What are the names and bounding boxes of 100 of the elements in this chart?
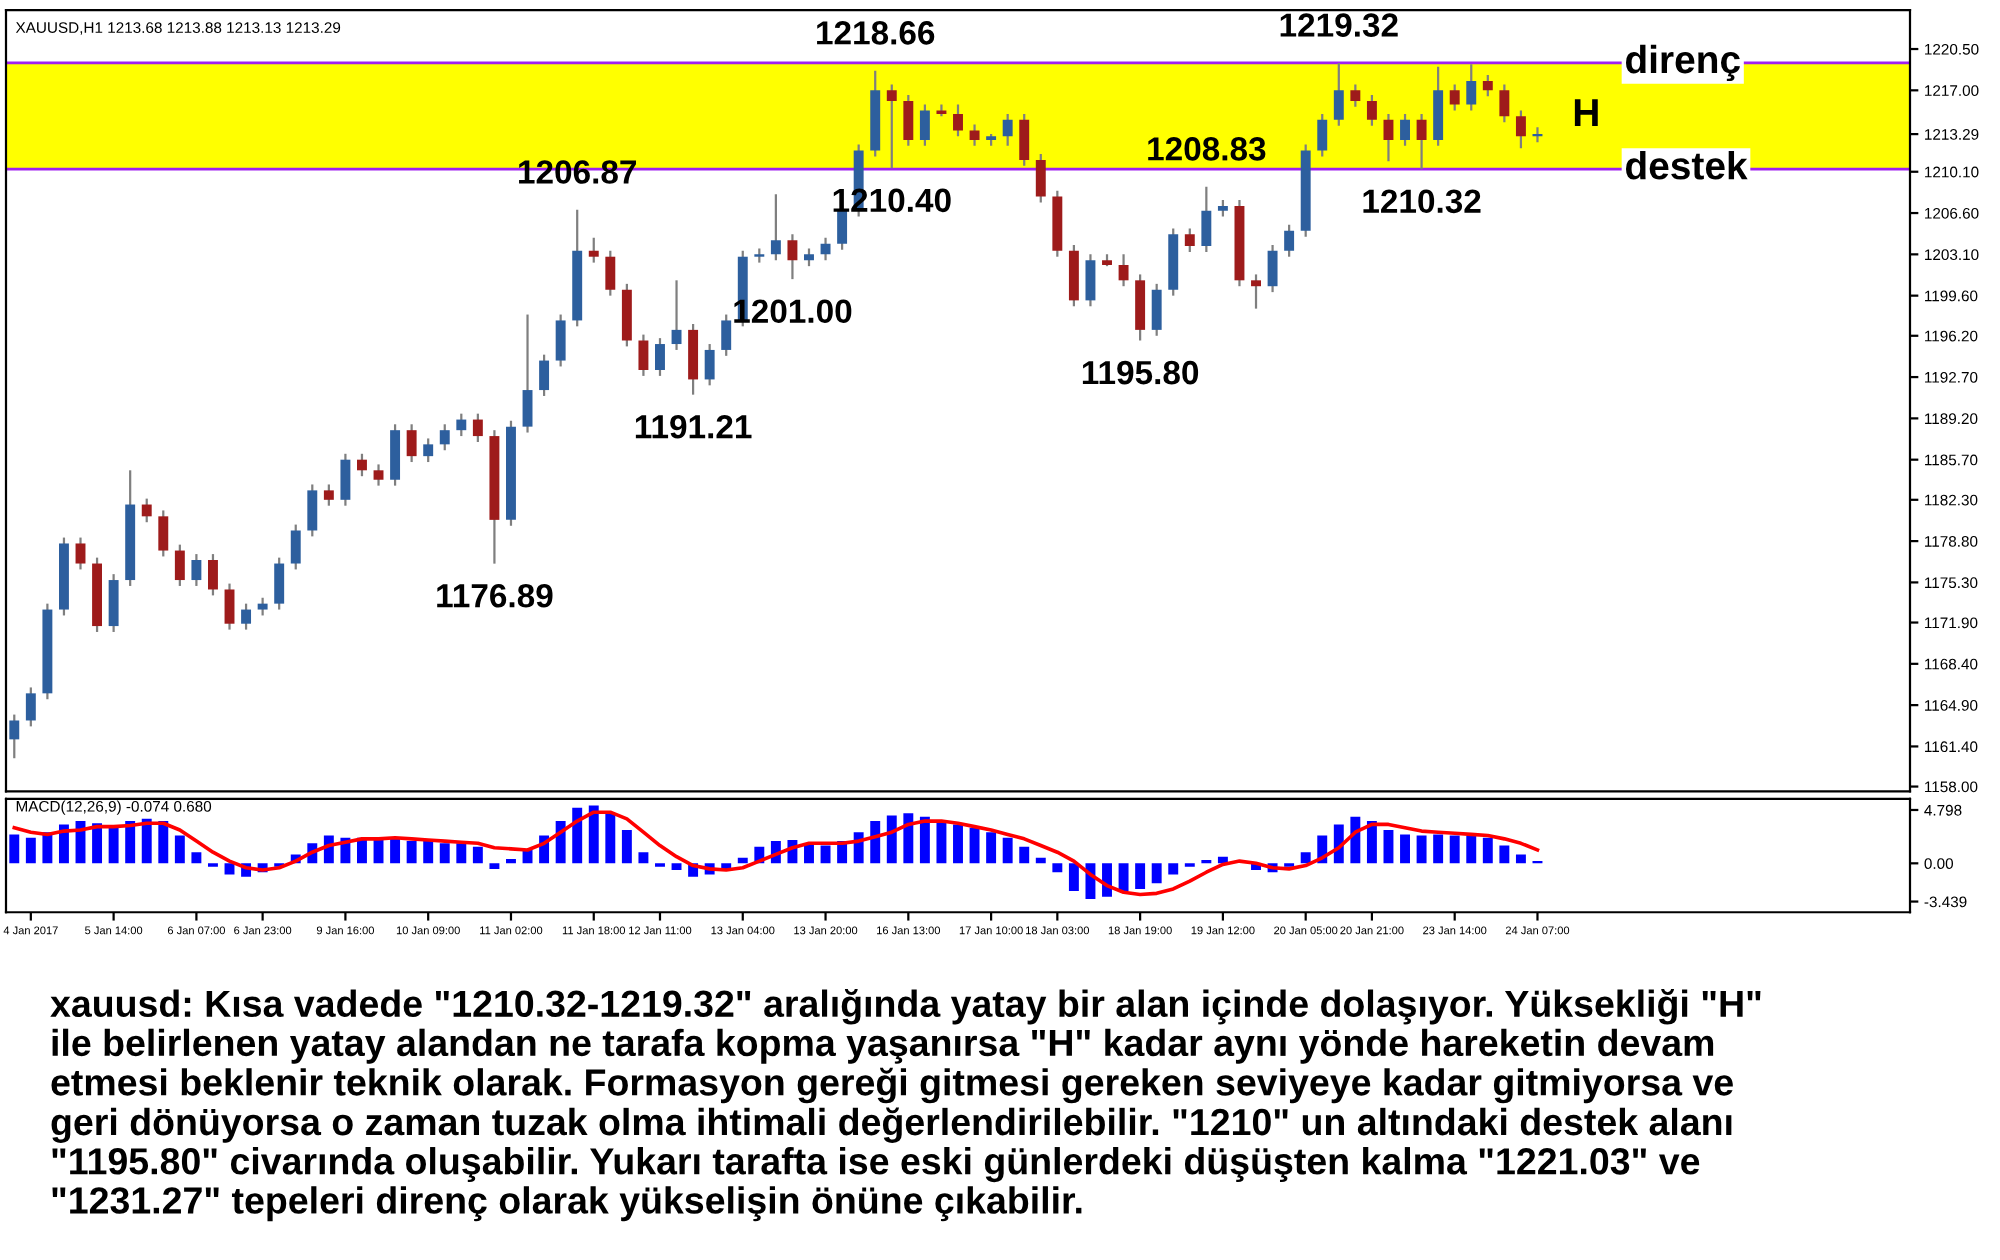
candlestick xyxy=(1284,223,1295,258)
bar xyxy=(1135,863,1146,889)
annotation: 1210.32 xyxy=(1363,189,1481,214)
candlestick xyxy=(555,313,566,368)
candlestick xyxy=(1151,282,1162,337)
annotation: 1195.80 xyxy=(1082,360,1199,385)
candlestick xyxy=(1499,83,1510,124)
bar xyxy=(141,818,152,864)
bar xyxy=(870,821,881,864)
bar xyxy=(158,821,169,864)
candlestick xyxy=(770,193,781,262)
annotation: 1176.89 xyxy=(437,583,553,608)
candlestick xyxy=(969,123,980,147)
candlestick xyxy=(423,437,434,464)
bar xyxy=(174,835,185,864)
candlestick xyxy=(25,686,36,728)
bar xyxy=(1035,857,1046,864)
bar xyxy=(1433,834,1444,864)
bar xyxy=(986,832,997,864)
bar xyxy=(1151,863,1162,884)
bar xyxy=(1019,846,1030,864)
candlestick xyxy=(75,536,86,571)
candlestick xyxy=(1449,83,1460,112)
bar xyxy=(1118,863,1129,892)
candlestick xyxy=(1019,112,1030,167)
candlestick xyxy=(1466,63,1477,112)
candlestick xyxy=(439,423,450,452)
bar xyxy=(919,816,930,864)
candlestick xyxy=(1416,112,1427,171)
bar xyxy=(472,846,483,864)
annotation: 1219.32 xyxy=(1280,13,1398,37)
candlestick xyxy=(721,313,732,357)
bar xyxy=(25,837,36,864)
candlestick xyxy=(704,342,715,387)
bar xyxy=(456,843,467,864)
bar xyxy=(506,858,516,864)
bar xyxy=(621,829,632,864)
candlestick xyxy=(1184,227,1195,254)
candlestick xyxy=(953,103,963,138)
bar xyxy=(936,821,947,864)
text: xauusd: Kısa vadede "1210.32-1219.32" aralığında yatay bir alan içinde dolaşıyor. Yüksekliği "H" ile belirlenen yatay alandan ne tarafa kopma yaşanırsa "H" kadar aynı yönde hareketin devam etmesi beklenir teknik olarak. Formasyon gereği gitmesi gereken seviyeye kadar gitmiyorsa ve geri dönüyorsa o zaman tuzak olma ihtimali değerlendirilebilir. "1210" un altındaki destek alanı "1195.80" civarında oluşabilir. Yukarı tarafta ise eski günlerdeki düşüşten kalma "1221.03" ve "1231.27" tepeleri direnç olarak yükselişin önüne çıkabilir. xyxy=(50,989,1761,1222)
bar xyxy=(1300,852,1311,864)
candlestick xyxy=(1002,112,1013,147)
candlestick xyxy=(903,93,914,147)
candlestick xyxy=(1085,253,1096,308)
bar xyxy=(439,843,450,864)
bar xyxy=(1449,835,1460,864)
candlestick xyxy=(108,573,119,634)
candlestick xyxy=(191,552,202,588)
bar xyxy=(1466,835,1477,864)
bar xyxy=(1416,835,1427,864)
bar xyxy=(572,807,583,864)
annotation: 1191.21 xyxy=(635,414,752,439)
bar xyxy=(390,837,401,864)
bar xyxy=(886,815,897,864)
bar xyxy=(588,805,599,864)
candlestick xyxy=(936,103,947,118)
annotation: 1208.83 xyxy=(1148,137,1266,161)
bar xyxy=(58,824,69,864)
bar xyxy=(1366,821,1377,864)
band-label: H xyxy=(1574,99,1598,127)
candlestick xyxy=(472,412,483,444)
candlestick xyxy=(1035,152,1046,204)
bar xyxy=(737,857,748,864)
bar xyxy=(92,823,103,864)
candlestick xyxy=(787,233,798,281)
candlestick xyxy=(406,423,417,464)
bar xyxy=(1515,854,1526,864)
candlestick xyxy=(588,236,599,264)
candlestick xyxy=(1118,253,1129,288)
candlestick xyxy=(174,543,185,588)
candlestick xyxy=(1383,112,1394,163)
annotation: 1218.66 xyxy=(817,21,935,45)
candlestick xyxy=(1350,83,1361,108)
candlestick xyxy=(456,412,467,438)
bar xyxy=(9,834,20,864)
ref-line-label: direnç xyxy=(1626,44,1740,82)
bar xyxy=(1068,863,1079,892)
bar xyxy=(1052,863,1063,873)
bar xyxy=(125,821,136,864)
candlestick xyxy=(671,279,682,352)
bar xyxy=(953,824,963,864)
candlestick xyxy=(605,249,616,297)
bar xyxy=(406,841,417,864)
candlestick xyxy=(274,556,285,611)
candlestick xyxy=(357,452,367,478)
candlestick xyxy=(1251,273,1261,310)
candlestick xyxy=(638,333,649,378)
candlestick xyxy=(1267,243,1278,294)
bar xyxy=(1482,837,1493,864)
bar xyxy=(1002,837,1013,864)
candlestick xyxy=(1366,93,1377,127)
candlestick xyxy=(886,83,897,170)
bar xyxy=(820,845,831,864)
bar xyxy=(191,852,202,864)
candlestick xyxy=(207,552,218,597)
candlestick xyxy=(1317,112,1328,158)
candlestick xyxy=(1482,73,1493,98)
bar xyxy=(1499,845,1510,864)
candlestick xyxy=(290,523,301,571)
